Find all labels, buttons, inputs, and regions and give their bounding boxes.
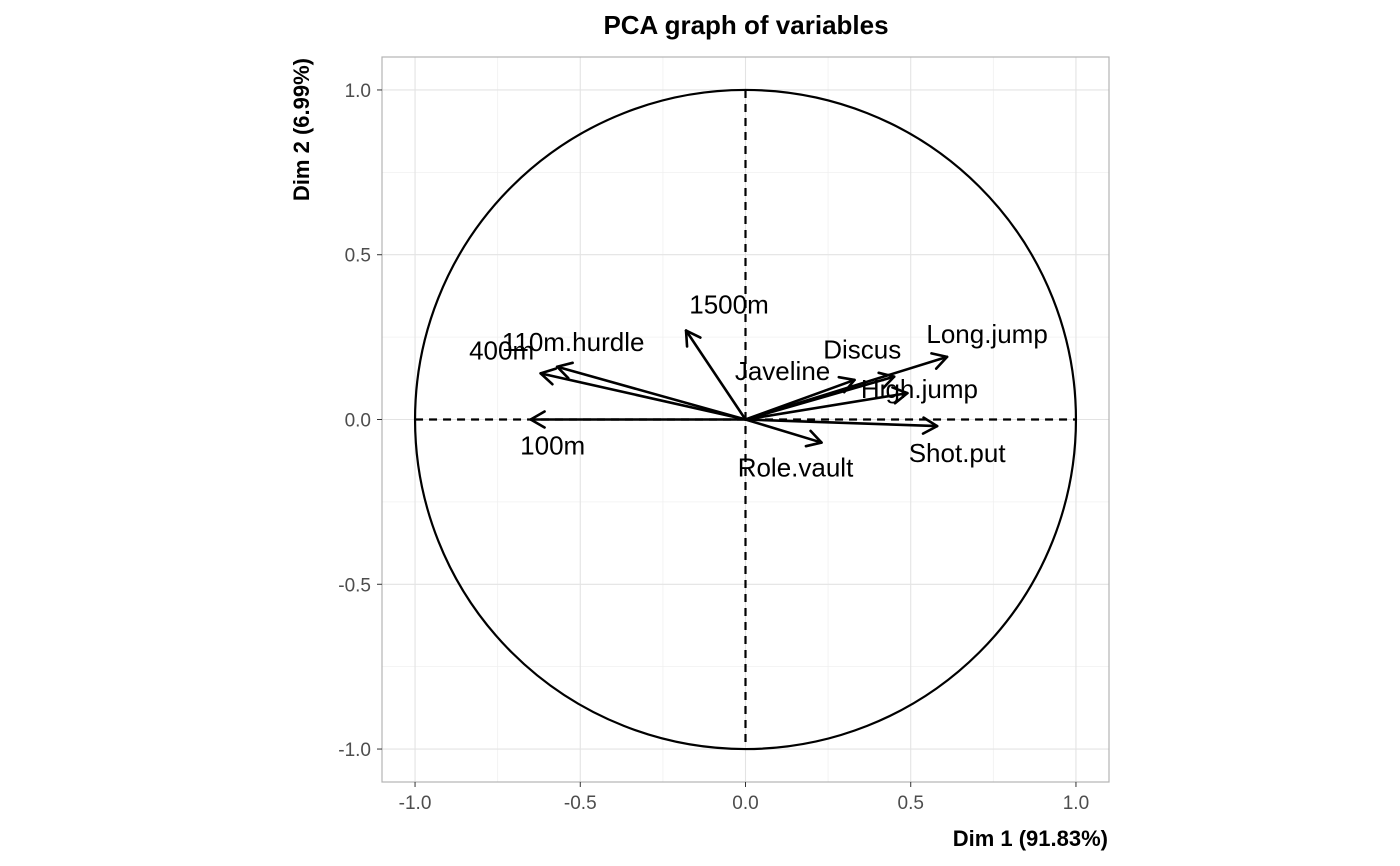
label-100m: 100m xyxy=(520,431,585,461)
y-axis-title: Dim 2 (6.99%) xyxy=(289,58,314,201)
x-tick-label: -1.0 xyxy=(399,793,432,814)
x-axis-title: Dim 1 (91.83%) xyxy=(953,826,1108,851)
label-long-jump: Long.jump xyxy=(926,319,1047,349)
arrow-javeline xyxy=(744,378,856,421)
y-tick-label: -1.0 xyxy=(338,740,371,761)
arrow-110m-hurdle xyxy=(555,365,747,421)
y-tick-label: 0.5 xyxy=(345,246,371,267)
x-tick-label: -0.5 xyxy=(564,793,597,814)
arrow-1500m xyxy=(684,329,747,421)
arrowhead-javeline xyxy=(837,375,856,394)
arrowhead-100m xyxy=(529,410,546,429)
arrow-discus xyxy=(744,375,896,421)
y-tick-label: 1.0 xyxy=(345,81,371,102)
label-400m: 400m xyxy=(469,335,534,365)
arrowhead-high-jump xyxy=(891,386,909,405)
label-1500m: 1500m xyxy=(689,290,769,320)
label-shot-put: Shot.put xyxy=(909,438,1007,468)
x-tick-label: 0.5 xyxy=(898,793,924,814)
x-tick-label: 0.0 xyxy=(732,793,758,814)
arrow-role-vault xyxy=(744,418,823,444)
arrow-shot-put xyxy=(744,418,939,428)
chart-title: PCA graph of variables xyxy=(603,10,888,40)
label-javeline: Javeline xyxy=(735,356,830,386)
arrowhead-400m xyxy=(539,367,558,386)
label-high-jump: High.jump xyxy=(861,374,978,404)
arrowhead-shot-put xyxy=(921,416,939,435)
arrowhead-role-vault xyxy=(804,429,823,448)
arrowhead-discus xyxy=(877,371,896,390)
variable-arrows xyxy=(529,329,949,448)
label-110m-hurdle: 110m.hurdle xyxy=(502,327,645,357)
x-tick-label: 1.0 xyxy=(1063,793,1089,814)
arrow-high-jump xyxy=(744,391,909,421)
variable-labels: 100m Long.jump Shot.put High.jump 400m110m.h… xyxy=(469,290,1048,483)
arrow-400m xyxy=(539,372,747,421)
y-tick-label: 0.0 xyxy=(345,411,371,432)
y-tick-label: -0.5 xyxy=(338,575,371,596)
arrowhead-long-jump xyxy=(930,352,949,370)
arrowhead-1500m xyxy=(684,329,702,348)
arrowhead-110m-hurdle xyxy=(555,361,574,380)
label-role-vault: Role.vault xyxy=(738,453,854,483)
axis-ticks: -1.0 -0.5 0.0 0.5 1.0 -1.0 -0.5 0.0 0.5 1.0 xyxy=(338,81,1089,814)
label-discus: Discus xyxy=(823,335,901,365)
